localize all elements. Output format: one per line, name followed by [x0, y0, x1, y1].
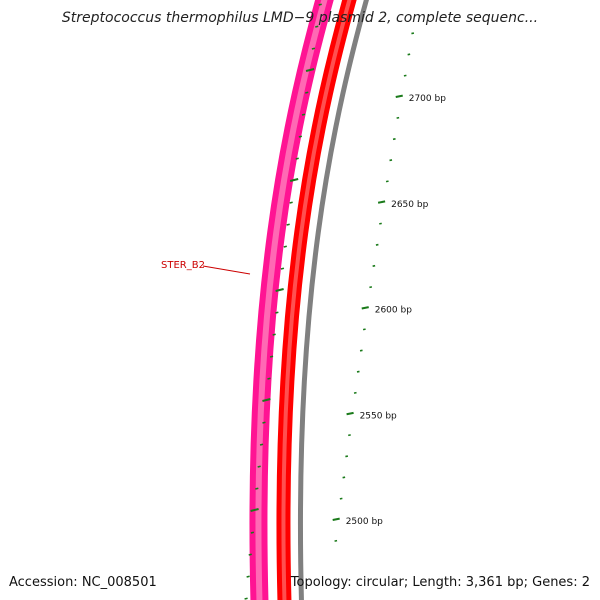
- ruler-major-tick: [346, 411, 354, 416]
- ruler-minor-tick: [396, 116, 400, 119]
- outer-minor-tick: [286, 223, 290, 226]
- outer-minor-tick: [269, 355, 274, 358]
- ruler-minor-tick: [342, 476, 346, 479]
- outer-minor-tick: [248, 553, 252, 556]
- outer-minor-tick: [280, 267, 285, 270]
- map-title: Streptococcus thermophilus LMD−9 plasmid…: [61, 10, 539, 26]
- outer-minor-tick: [315, 25, 319, 28]
- outer-minor-tick: [275, 311, 279, 314]
- ruler-minor-tick: [403, 74, 407, 77]
- ruler-minor-tick: [369, 286, 373, 289]
- gene-label-ster-b2[interactable]: STER_B2: [161, 260, 205, 271]
- ruler-major-tick: [361, 306, 369, 310]
- ruler-major-tick: [395, 94, 403, 98]
- outer-minor-tick: [246, 575, 250, 578]
- outer-minor-tick: [262, 421, 266, 424]
- outer-minor-tick: [259, 443, 264, 446]
- backbone-ring: [297, 0, 369, 600]
- ruler-minor-tick: [362, 328, 366, 331]
- outer-major-tick: [262, 398, 271, 402]
- ruler-labels: 2500 bp 2550 bp 2600 bp 2650 bp 2700 bp: [346, 94, 447, 527]
- outer-major-tick: [250, 508, 259, 512]
- ruler-minor-tick: [372, 264, 376, 267]
- ruler-label: 2700 bp: [409, 94, 446, 104]
- outer-major-tick: [289, 178, 299, 182]
- accession-text: Accession: NC_008501: [9, 575, 157, 590]
- outer-minor-tick: [250, 531, 255, 534]
- ruler-minor-tick: [359, 349, 363, 352]
- ruler-minor-tick: [334, 539, 338, 542]
- ruler-minor-tick: [348, 434, 351, 437]
- ruler-minor-tick: [356, 370, 360, 373]
- outer-minor-tick: [289, 201, 293, 204]
- outer-minor-tick: [295, 157, 299, 160]
- ruler-minor-tick: [339, 497, 343, 500]
- ruler-minor-tick: [345, 455, 349, 458]
- outer-minor-tick: [305, 91, 309, 94]
- outer-minor-tick: [311, 47, 316, 50]
- outer-tick-ring: [244, 3, 322, 600]
- ruler-major-tick: [332, 517, 340, 521]
- ruler-minor-tick: [392, 138, 396, 141]
- outer-minor-tick: [255, 487, 259, 490]
- ruler-label: 2500 bp: [346, 517, 383, 527]
- outer-minor-tick: [301, 113, 306, 116]
- ruler-tick-ring: [332, 32, 415, 542]
- ruler-minor-tick: [375, 243, 379, 246]
- ruler-minor-tick: [411, 32, 415, 35]
- topology-summary: Topology: circular; Length: 3,361 bp; Ge…: [290, 575, 590, 590]
- ruler-label: 2600 bp: [375, 306, 412, 316]
- outer-minor-tick: [257, 465, 261, 468]
- ruler-minor-tick: [385, 180, 389, 183]
- outer-minor-tick: [318, 3, 322, 6]
- outer-minor-tick: [298, 135, 303, 138]
- outer-minor-tick: [267, 377, 271, 380]
- ruler-minor-tick: [379, 222, 382, 225]
- strand-band-highlight: [281, 0, 352, 600]
- ruler-minor-tick: [353, 391, 357, 394]
- outer-minor-tick: [283, 245, 287, 248]
- ruler-minor-tick: [389, 159, 393, 162]
- outer-minor-tick: [272, 333, 276, 336]
- outer-minor-tick: [244, 597, 248, 600]
- ruler-label: 2650 bp: [391, 200, 428, 210]
- ruler-minor-tick: [407, 53, 411, 56]
- outer-major-tick: [305, 68, 315, 72]
- gene-ring-inner: [255, 0, 328, 600]
- outer-major-tick: [275, 288, 284, 292]
- ruler-label: 2550 bp: [360, 411, 397, 421]
- gene-label-leader: [202, 265, 251, 275]
- ruler-major-tick: [377, 200, 386, 204]
